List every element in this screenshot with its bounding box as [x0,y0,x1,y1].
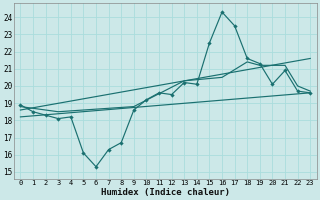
X-axis label: Humidex (Indice chaleur): Humidex (Indice chaleur) [101,188,230,197]
